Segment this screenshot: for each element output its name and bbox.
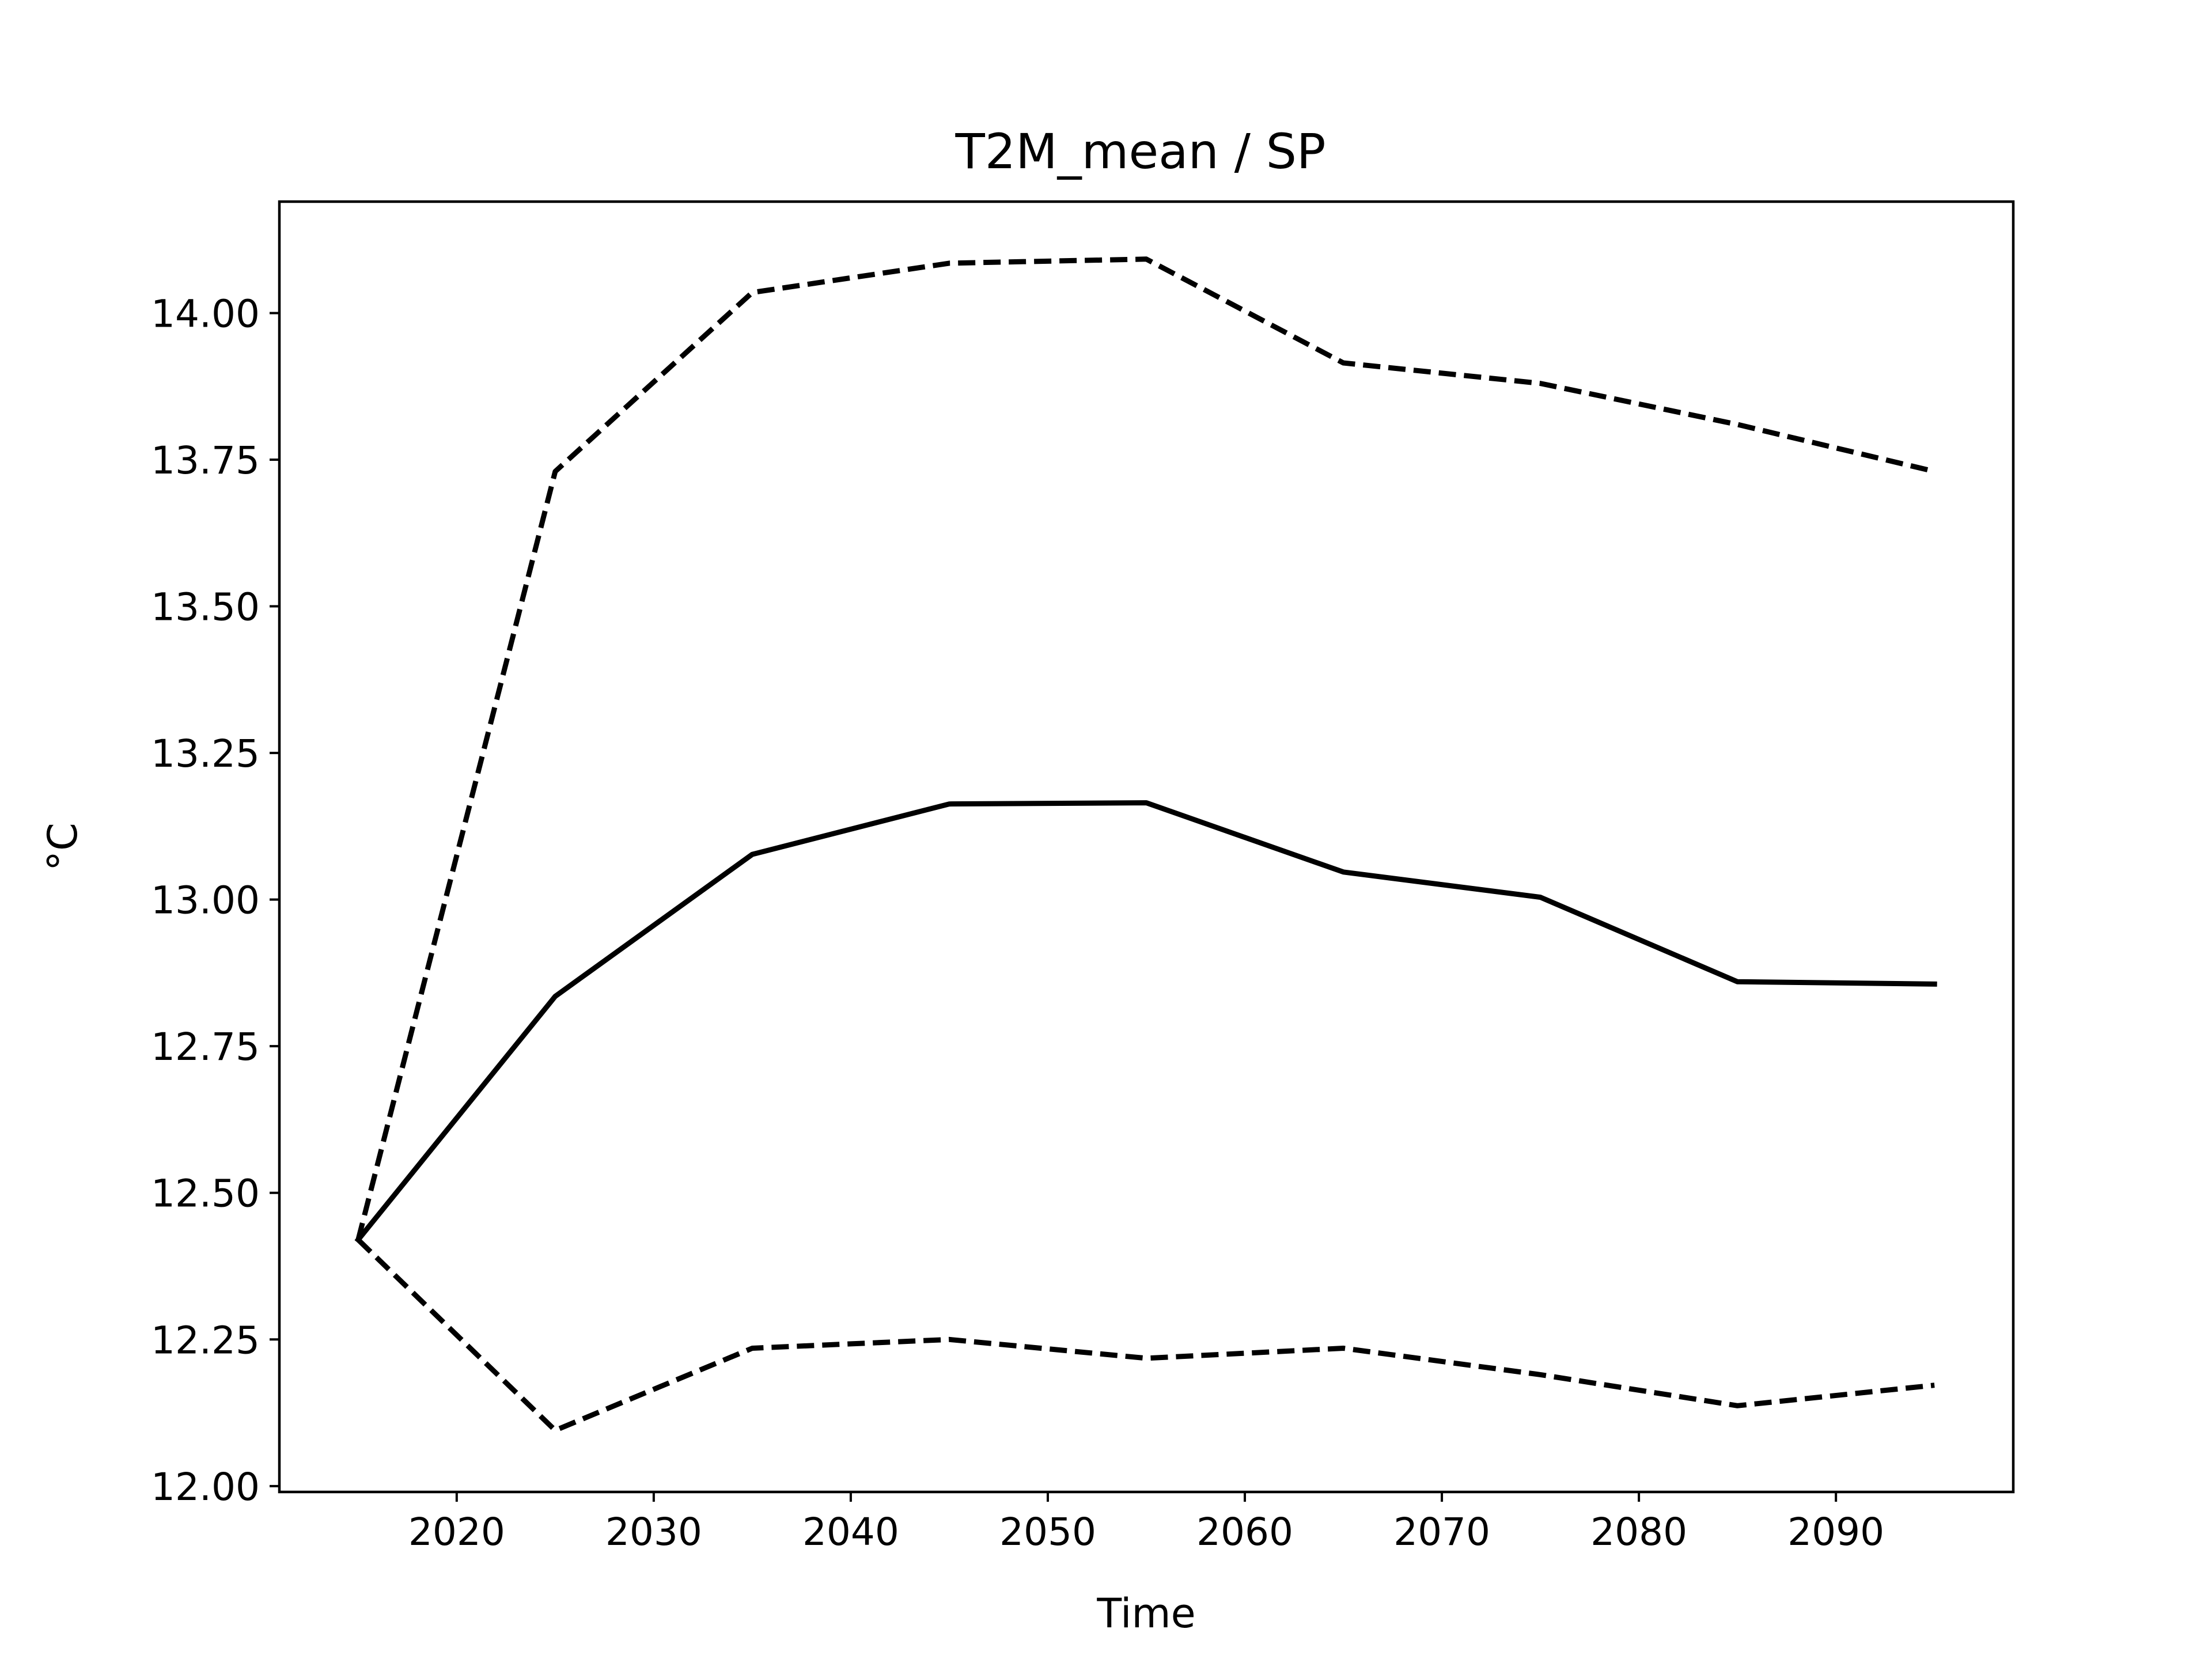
y-tick-label: 13.75 [151,438,260,483]
chart-title: T2M_mean / SP [955,123,1325,180]
x-tick-label: 2070 [1393,1510,1490,1554]
y-tick-label: 13.00 [151,878,260,923]
y-axis-label: °C [39,823,86,871]
y-tick-label: 12.25 [151,1318,260,1362]
series-line-2 [355,256,1936,1241]
plot-area-frame [278,200,2015,1494]
x-tick-label: 2040 [802,1510,899,1554]
y-tick-label: 14.00 [151,291,260,336]
x-tick-label: 2090 [1787,1510,1884,1554]
y-tick-label: 12.50 [151,1172,260,1216]
y-axis: 12.00 12.25 12.50 12.75 13.00 13.25 13.50 13.75… [151,291,279,1509]
y-tick-label: 12.00 [151,1465,260,1509]
x-tick-label: 2080 [1590,1510,1687,1554]
y-tick-label: 13.25 [151,732,260,776]
x-tick-label: 2050 [999,1510,1096,1554]
series-layer [354,256,1937,1433]
y-tick-label: 13.50 [151,585,260,630]
series-line-3 [356,1237,1935,1433]
x-axis: 2020 2030 2040 2050 2060 2070 2080 2090 [408,1492,1884,1554]
x-tick-label: 2060 [1196,1510,1293,1554]
y-tick-label: 12.75 [151,1025,260,1069]
x-axis-label: Time [1096,1590,1195,1637]
x-tick-label: 2030 [605,1510,702,1554]
series-line-1 [354,800,1937,1244]
x-tick-label: 2020 [408,1510,505,1554]
